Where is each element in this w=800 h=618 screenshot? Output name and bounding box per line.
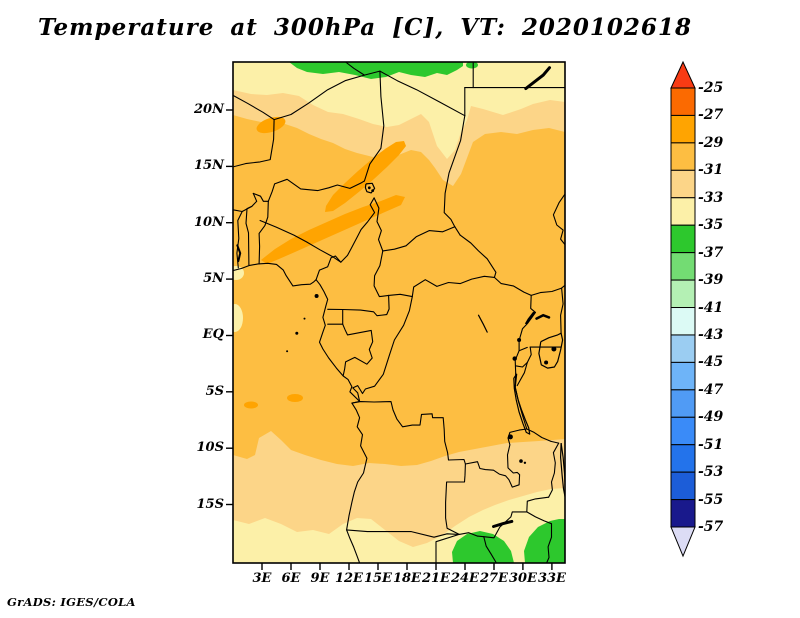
lon-tick-label: 21E [421,571,450,586]
lon-tick-label: 6E [281,571,301,586]
axis-ticks [226,109,553,570]
colorbar-tick-label: -27 [698,107,724,123]
lat-tick-label: 20N [194,102,224,118]
colorbar-segment [670,87,696,116]
lon-tick-label: 12E [334,571,363,586]
lat-tick-label: 15S [196,496,224,512]
colorbar-tick-label: -43 [698,327,724,343]
lat-tick-label: 10N [194,214,224,230]
map-plot-area [226,61,566,570]
colorbar [670,60,696,558]
colorbar-tick-label: -57 [698,519,724,535]
colorbar-segment [670,471,696,501]
colorbar-tick-label: -41 [698,300,724,316]
lat-tick-label: 5N [203,271,224,287]
colorbar-tick-label: -47 [698,382,724,398]
colorbar-arrow-bottom [670,526,696,558]
colorbar-segment [670,279,696,309]
colorbar-tick-label: -39 [698,272,724,288]
lon-tick-label: 9E [310,571,330,586]
lon-tick-label: 24E [450,571,479,586]
colorbar-segment [670,142,696,171]
lat-tick-label: 15N [194,158,224,174]
colorbar-tick-label: -45 [698,354,724,370]
grads-credit: GrADS: IGES/COLA [7,595,136,609]
colorbar-tick-label: -29 [698,135,724,151]
colorbar-segment [670,224,696,254]
lat-tick-label: 5S [205,383,224,399]
colorbar-segment [670,307,696,336]
colorbar-tick-label: -49 [698,409,724,425]
lon-tick-label: 33E [537,571,566,586]
temperature-field [233,62,565,563]
lon-tick-label: 27E [479,571,508,586]
colorbar-tick-label: -51 [698,437,724,453]
plot-title: Temperature at 300hPa [C], VT: 202010261… [38,14,692,41]
colorbar-segment [670,499,696,528]
colorbar-segment [670,169,696,199]
colorbar-segment [670,197,696,226]
colorbar-tick-label: -25 [698,80,724,96]
colorbar-tick-label: -31 [698,162,724,178]
lon-tick-label: 3E [252,571,272,586]
lon-tick-label: 15E [363,571,392,586]
colorbar-segment [670,361,696,391]
colorbar-segment [670,444,696,473]
colorbar-tick-label: -35 [698,217,724,233]
lakes-and-islands [236,66,565,528]
colorbar-tick-label: -55 [698,492,724,508]
colorbar-segment [670,114,696,144]
lat-tick-label: EQ [202,327,224,343]
lat-tick-label: 10S [196,440,224,456]
colorbar-segment [670,334,696,363]
colorbar-tick-label: -37 [698,245,724,261]
colorbar-segment [670,416,696,446]
colorbar-segment [670,389,696,418]
colorbar-segment [670,252,696,281]
colorbar-tick-label: -53 [698,464,724,480]
lon-tick-label: 30E [508,571,537,586]
lon-tick-label: 18E [392,571,421,586]
colorbar-tick-label: -33 [698,190,724,206]
colorbar-arrow-top [670,60,696,89]
map-frame [232,61,566,564]
